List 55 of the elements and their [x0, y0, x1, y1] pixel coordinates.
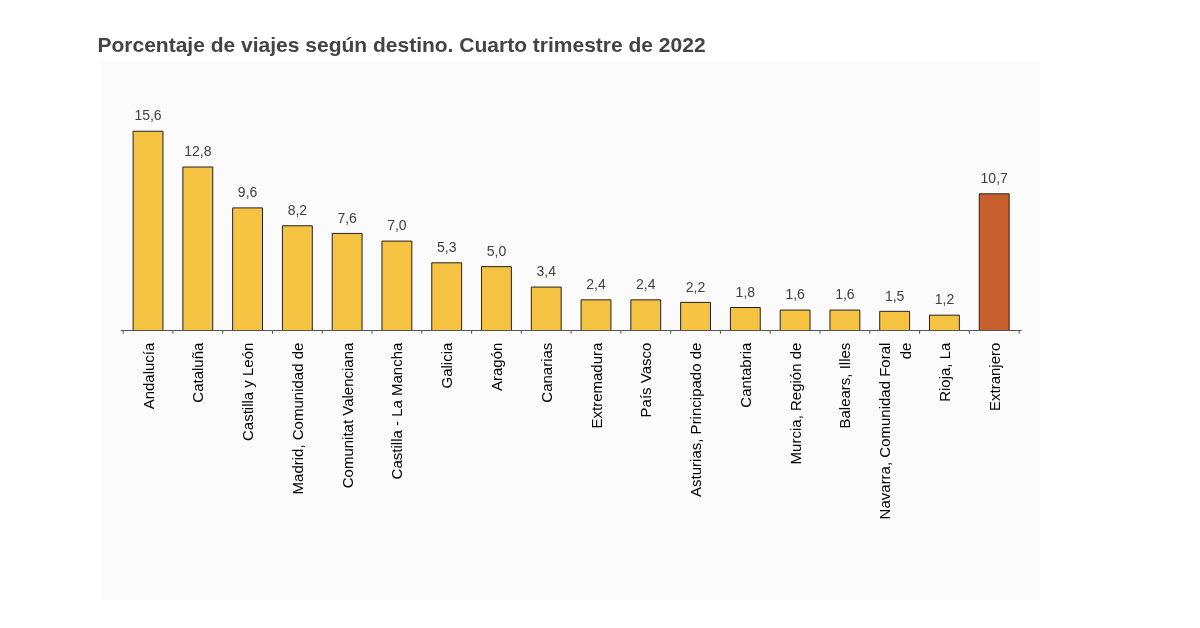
- x-tick-label: Andalucía: [139, 341, 157, 410]
- bar: [331, 232, 363, 331]
- bar: [978, 193, 1010, 331]
- data-label: 2,2: [685, 278, 706, 295]
- x-tick-label: Extranjero: [985, 342, 1003, 412]
- bar: [879, 310, 911, 331]
- data-label: 8,2: [287, 201, 308, 218]
- x-tick-label: Extremadura: [587, 341, 605, 429]
- bar: [929, 314, 960, 331]
- x-tick-label: Asturias, Principado de: [687, 342, 705, 497]
- x-tick-label: País Vasco: [637, 342, 655, 418]
- data-label: 1,6: [835, 286, 855, 303]
- data-label: 1,6: [785, 286, 806, 303]
- x-tick-label: Galicia: [438, 341, 456, 389]
- data-label: 15,6: [134, 107, 162, 124]
- chart-title: Porcentaje de viajes según destino. Cuarto trimestre de 2022: [97, 32, 706, 56]
- bar: [680, 301, 711, 331]
- x-tick-label: Murcia, Región de: [786, 342, 804, 465]
- data-label: 5,3: [436, 239, 457, 255]
- x-tick-label: Castilla - La Mancha: [388, 341, 406, 480]
- bar: [481, 266, 512, 331]
- data-label: 1,2: [934, 291, 955, 308]
- data-label: 7,0: [387, 217, 407, 234]
- data-label: 2,4: [636, 276, 656, 293]
- bar: [132, 130, 164, 331]
- bar: [431, 262, 463, 331]
- bar: [630, 299, 662, 331]
- data-label: 5,0: [486, 242, 507, 259]
- data-label: 1,8: [735, 283, 756, 300]
- bar: [829, 309, 861, 331]
- x-tick-label: Rioja, La: [935, 341, 953, 402]
- bar: [729, 307, 761, 331]
- x-tick-label: Cantabria: [736, 341, 754, 408]
- x-tick-label: Madrid, Comunidad de: [288, 342, 306, 495]
- x-tick-label: Canarias: [537, 342, 555, 403]
- bar: [232, 207, 264, 331]
- bar: [281, 225, 313, 331]
- x-tick-label: Comunitat Valenciana: [338, 341, 356, 489]
- data-label: 10,7: [980, 170, 1009, 187]
- x-tick-label: Castilla y León: [239, 342, 257, 442]
- bar: [182, 166, 214, 331]
- bar: [779, 309, 811, 331]
- x-tick-label: Cataluña: [189, 341, 207, 403]
- data-label: 7,6: [337, 209, 358, 226]
- x-tick-label: Navarra, Comunidad Foral de: [875, 342, 914, 520]
- data-label: 3,4: [536, 263, 557, 280]
- bar: [530, 286, 562, 331]
- data-label: 1,5: [884, 287, 905, 304]
- data-label: 2,4: [586, 276, 606, 293]
- x-tick-label: Aragón: [487, 342, 505, 392]
- bar: [381, 240, 413, 331]
- bar: [580, 299, 612, 331]
- x-tick-label: Balears, Illes: [836, 342, 854, 429]
- data-label: 12,8: [184, 143, 212, 160]
- data-label: 9,6: [237, 184, 258, 201]
